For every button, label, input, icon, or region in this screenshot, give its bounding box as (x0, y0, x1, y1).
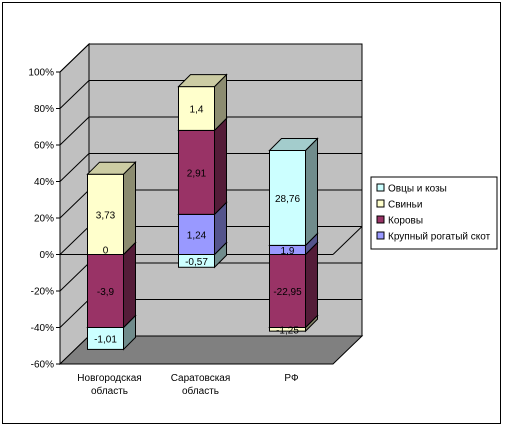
bar-top (268, 137, 319, 151)
data-label: 1,24 (187, 230, 207, 241)
legend-swatch (376, 231, 385, 240)
data-label: 28,76 (275, 194, 300, 205)
y-tick-label: 0% (40, 250, 55, 261)
legend-label: Коровы (388, 216, 423, 227)
legend (370, 176, 498, 250)
gridline-side (59, 299, 90, 328)
data-label: -1,01 (94, 334, 117, 345)
zero-line-side (332, 226, 363, 255)
legend-swatch (376, 183, 385, 192)
bar-segment (86, 241, 137, 329)
bar-top (177, 74, 228, 88)
y-tick-label: -20% (31, 287, 54, 298)
category-label: область (91, 385, 128, 397)
bar-side (123, 241, 136, 329)
bar-segment (268, 137, 319, 247)
category-label: Новгородская (77, 373, 141, 384)
data-label: 1,4 (190, 105, 204, 116)
data-label: -22,95 (273, 287, 302, 298)
bar-front (269, 149, 306, 246)
bar-front (178, 213, 215, 256)
y-tick-label: 100% (28, 68, 54, 79)
bar-front (269, 254, 306, 328)
legend-label: Овцы и козы (388, 184, 447, 195)
gridline-side (59, 262, 90, 292)
bar-front (87, 254, 124, 328)
y-tick-label: 80% (34, 104, 54, 115)
bar-front (87, 173, 124, 255)
y-tick-label: 60% (34, 141, 54, 152)
gridline-side (59, 153, 90, 182)
y-tick-label: 20% (34, 214, 54, 225)
category-label: РФ (284, 373, 299, 384)
y-tick-label: 40% (34, 177, 54, 188)
legend-label: Свиньи (388, 200, 422, 211)
bar-side (305, 241, 318, 329)
gridline-side (59, 43, 90, 73)
bar-front (178, 86, 215, 131)
bar-segment (177, 73, 228, 132)
data-label: -3,9 (97, 287, 115, 298)
bar-segment (177, 117, 228, 216)
category-label: область (182, 385, 219, 397)
chart-floor (58, 335, 364, 365)
gridline-side (59, 116, 90, 146)
category-label: Саратовская (171, 373, 231, 384)
gridline-side (59, 226, 90, 255)
bar-top (86, 161, 137, 175)
data-label: 3,73 (96, 210, 116, 221)
bar-side (123, 160, 136, 256)
data-label: -0,57 (185, 257, 208, 268)
legend-swatch (376, 199, 385, 208)
legend-label: Крупный рогатый скот (388, 232, 491, 243)
gridline-side (59, 80, 90, 109)
bar-segment (86, 160, 137, 256)
gridline-side (59, 189, 90, 219)
data-label: -1,25 (276, 325, 299, 336)
data-label: 0 (103, 246, 109, 257)
legend-swatch (376, 215, 385, 224)
bar-front (178, 129, 215, 215)
y-tick-label: -60% (31, 360, 54, 371)
y-tick-label: -40% (31, 323, 54, 334)
bar-side (214, 117, 227, 216)
bar-side (305, 137, 318, 247)
data-label: 2,91 (187, 168, 207, 179)
data-label: 1,9 (281, 246, 295, 257)
